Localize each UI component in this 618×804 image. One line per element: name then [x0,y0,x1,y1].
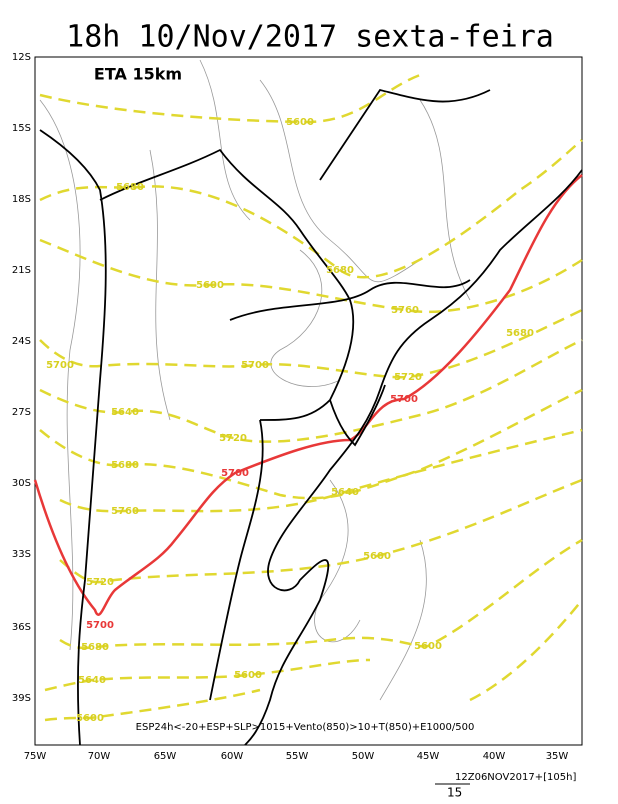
map-area: 12S 15S 18S 21S 24S 27S 30S 33S 36S 39S 75W 70W 65W… [12,52,583,762]
model-label: ETA 15km [94,65,182,84]
run-info: 12Z06NOV2017+[105h] [455,772,576,783]
latitude-label: 33S [12,549,31,560]
latitude-label: 21S [12,265,31,276]
contour-label: 5760 [391,305,419,316]
caption: ESP24h<-20+ESP+SLP>1015+Vento(850)>10+T(… [136,722,475,733]
contour-labels: 5600 5680 5680 5600 5760 5680 5700 5700 5720 5640… [46,117,534,724]
contour-label: 5680 [81,642,109,653]
contour-label: 5720 [219,433,247,444]
contour-label: 5680 [326,265,354,276]
contour-label: 5640 [331,487,359,498]
longitude-label: 70W [88,751,111,762]
longitude-label: 55W [286,751,309,762]
contour-label: 5700 [46,360,74,371]
contour-label: 5680 [116,182,144,193]
longitude-labels: 75W 70W 65W 60W 55W 50W 45W 40W 35W [24,751,569,762]
latitude-label: 24S [12,336,31,347]
yellow-contours [39,73,583,722]
contour-label: 5600 [414,641,442,652]
latitude-label: 15S [12,123,31,134]
longitude-label: 40W [483,751,506,762]
contour-label: 5600 [234,670,262,681]
highlight-contour-label: 5700 [221,468,249,479]
contour-label: 5760 [111,506,139,517]
longitude-label: 60W [221,751,244,762]
longitude-label: 65W [154,751,177,762]
longitude-label: 50W [352,751,375,762]
latitude-label: 27S [12,407,31,418]
contour-label: 5720 [86,577,114,588]
longitude-label: 35W [546,751,569,762]
highlight-contour-label: 5700 [86,620,114,631]
contour-label: 5600 [76,713,104,724]
latitude-label: 36S [12,622,31,633]
frame [34,56,583,746]
latitude-label: 39S [12,693,31,704]
contour-label: 5640 [111,407,139,418]
latitude-label: 18S [12,194,31,205]
contour-label: 5680 [506,328,534,339]
vector-scale: 15 [447,786,462,800]
longitude-label: 45W [417,751,440,762]
contour-label: 5600 [196,280,224,291]
latitude-label: 12S [12,52,31,63]
latitude-labels: 12S 15S 18S 21S 24S 27S 30S 33S 36S 39S [12,52,31,704]
latitude-label: 30S [12,478,31,489]
longitude-label: 75W [24,751,47,762]
contour-label: 5680 [111,460,139,471]
contour-label: 5720 [394,372,422,383]
contour-label: 5640 [78,675,106,686]
highlight-contour-label: 5700 [390,394,418,405]
coastlines [39,88,583,746]
contour-label: 5600 [363,551,391,562]
title: 18h 10/Nov/2017 sexta-feira [66,20,554,55]
contour-label: 5700 [241,360,269,371]
contour-label: 5600 [286,117,314,128]
